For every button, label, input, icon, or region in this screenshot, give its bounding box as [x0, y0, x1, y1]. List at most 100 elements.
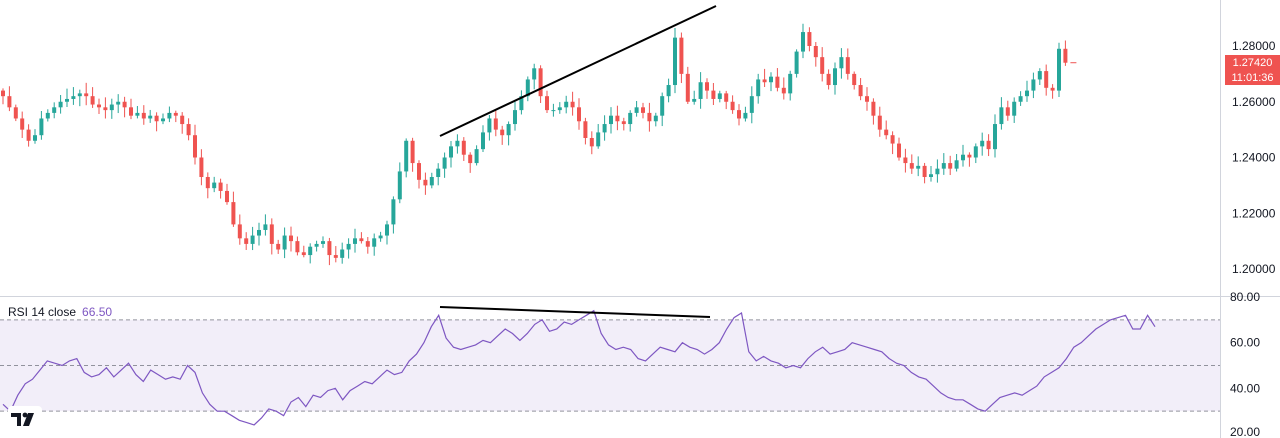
candle-body	[525, 79, 530, 97]
candle-body	[1018, 96, 1023, 102]
rsi-series-label: RSI 14 close	[8, 305, 77, 319]
candle-body	[602, 124, 607, 133]
candle-body	[660, 96, 665, 116]
candle-body	[263, 224, 268, 230]
candle-body	[865, 96, 869, 102]
candle-body	[1, 90, 5, 97]
candle-body	[794, 51, 799, 74]
candle-body	[7, 96, 12, 108]
candle-body	[167, 112, 172, 119]
candle-body	[724, 93, 729, 102]
candle-body	[103, 107, 108, 111]
candle-body	[455, 140, 460, 147]
candle-body	[122, 101, 127, 108]
candle-body	[513, 110, 517, 125]
price-tick-label: 1.28000	[1232, 39, 1276, 53]
candle-body	[973, 146, 978, 158]
candle-body	[1005, 107, 1010, 116]
rsi-tick-label: 40.00	[1230, 381, 1260, 395]
candle-body	[980, 140, 985, 147]
candle-body	[154, 115, 159, 122]
candle-body	[743, 112, 748, 119]
price-pane[interactable]	[1, 5, 1077, 266]
candle-body	[353, 238, 357, 244]
candle-body	[935, 168, 940, 175]
rsi-tick-label: 60.00	[1230, 336, 1260, 350]
candle-body	[551, 110, 556, 112]
current-price-badge: 1.27420 11:01:36	[1225, 55, 1280, 85]
candle-body	[609, 115, 613, 125]
candle-body	[1057, 48, 1061, 91]
candle-body	[359, 238, 364, 242]
candle-body	[186, 124, 191, 136]
candle-body	[20, 118, 25, 130]
candle-body	[442, 157, 447, 169]
candle-body	[385, 224, 389, 236]
candle-body	[84, 93, 89, 97]
candle-body	[705, 82, 709, 91]
candle-body	[692, 98, 697, 102]
candle-body	[653, 115, 658, 122]
candle-body	[909, 163, 914, 169]
candle-body	[346, 243, 351, 250]
candle-body	[711, 90, 716, 99]
candle-body	[775, 76, 780, 88]
candle-body	[737, 110, 741, 119]
candle-body	[417, 163, 421, 180]
price-trendline	[439, 5, 717, 137]
candle-body	[410, 140, 415, 164]
candle-body	[634, 107, 639, 113]
candle-body	[897, 143, 901, 158]
candle-body	[781, 87, 786, 94]
candle-body	[173, 112, 178, 116]
candle-body	[301, 252, 306, 256]
current-price-label: 1.27420	[1232, 57, 1273, 69]
candle-body	[801, 32, 805, 52]
candle-body	[13, 107, 18, 119]
candle-body	[308, 246, 313, 256]
price-tick-label: 1.22000	[1232, 206, 1276, 220]
candle-body	[372, 238, 377, 247]
candle-body	[129, 107, 133, 116]
rsi-last-value: 66.50	[82, 305, 113, 319]
candle-body	[807, 32, 812, 46]
candle-body	[749, 96, 754, 113]
candle-body	[90, 96, 95, 105]
candle-body	[321, 241, 325, 244]
candle-body	[557, 107, 562, 111]
candle-body	[545, 96, 549, 111]
candle-body	[116, 101, 121, 105]
candle-body	[826, 73, 831, 86]
candle-body	[532, 68, 537, 80]
candle-body	[916, 165, 921, 169]
candle-body	[813, 46, 818, 58]
candle-body	[244, 238, 249, 244]
candle-body	[583, 121, 588, 138]
candle-body	[1044, 71, 1049, 88]
candle-body	[39, 118, 44, 136]
candle-body	[212, 182, 217, 189]
rsi-pane[interactable]	[0, 306, 1220, 426]
candle-body	[295, 241, 300, 253]
candle-body	[474, 149, 479, 164]
candle-body	[340, 249, 345, 258]
candle-body	[365, 241, 370, 247]
candle-body	[218, 182, 223, 191]
candle-body	[820, 57, 825, 74]
candle-body	[698, 82, 703, 99]
candle-body	[961, 154, 965, 161]
candle-body	[97, 104, 101, 108]
candle-body	[282, 235, 287, 250]
countdown-label: 11:01:36	[1231, 72, 1274, 84]
candle-body	[135, 112, 140, 116]
candle-body	[986, 140, 991, 150]
candle-body	[769, 76, 773, 83]
candle-body	[628, 112, 633, 125]
candle-body	[77, 93, 82, 97]
candle-body	[423, 179, 428, 186]
candle-body	[493, 118, 498, 130]
candle-body	[1012, 101, 1017, 116]
candle-body	[436, 168, 441, 178]
